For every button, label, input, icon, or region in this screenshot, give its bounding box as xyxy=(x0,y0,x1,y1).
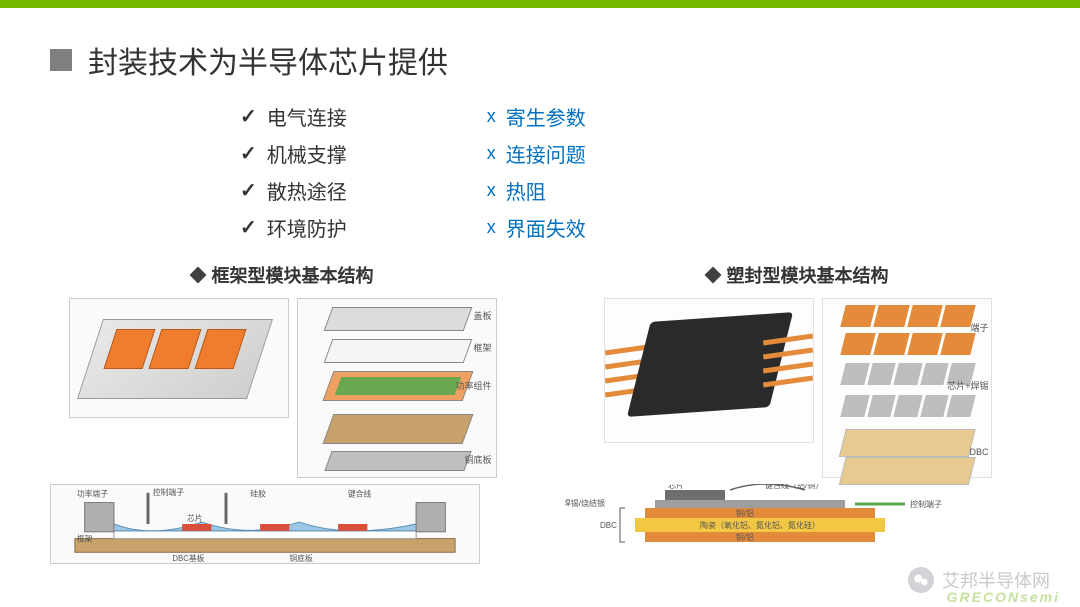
drawbacks-list: x 寄生参数 x 连接问题 x 热阻 x 界面失效 xyxy=(487,102,586,242)
chip-solder-label: 芯片+焊锡 xyxy=(947,379,988,392)
slide-title: 封装技术为半导体芯片提供 xyxy=(88,38,448,82)
cover-label: 盖板 xyxy=(473,309,491,322)
title-row: 封装技术为半导体芯片提供 xyxy=(50,38,1030,82)
subheading-row: 框架型模块基本结构 xyxy=(50,262,515,288)
diamond-bullet-icon xyxy=(189,267,206,284)
mold-module-column: 塑封型模块基本结构 端子 芯片+焊锡 DBC xyxy=(565,262,1030,564)
drawback-label: 热阻 xyxy=(506,176,546,205)
x-icon: x xyxy=(487,106,496,127)
drawback-label: 界面失效 xyxy=(506,213,586,242)
baseplate-layer xyxy=(324,451,471,471)
title-bullet-icon xyxy=(50,49,72,71)
frame-figures: 盖板 框架 功率组件 铜底板 xyxy=(50,298,515,478)
x-icon: x xyxy=(487,217,496,238)
baseplate-label: 铜底板 xyxy=(464,453,491,466)
mold-module-exploded: 端子 芯片+焊锡 DBC xyxy=(822,298,992,478)
list-item: x 界面失效 xyxy=(487,213,586,242)
pcb-shape xyxy=(334,377,461,395)
stack-solder-label: 焊锡/烧结银 xyxy=(565,498,605,508)
slide: 封装技术为半导体芯片提供 ✓ 电气连接 ✓ 机械支撑 ✓ 散热途径 ✓ 环境防护… xyxy=(0,0,1080,607)
mold-module-3d xyxy=(604,298,814,443)
subheading-row: 塑封型模块基本结构 xyxy=(565,262,1030,288)
brand-logo-text: GRECONsemi xyxy=(947,589,1060,605)
list-item: ✓ 环境防护 xyxy=(240,213,347,242)
stack-ceramic: 陶瓷（氧化铝、氮化铝、氮化硅） xyxy=(700,520,820,530)
stack-chip-label: 芯片 xyxy=(668,484,684,490)
frame-label: 框架 xyxy=(473,341,491,354)
power-terminal-label: 功率端子 xyxy=(77,489,108,499)
frame-module-3d xyxy=(69,298,289,418)
bondwire-label: 键合线 xyxy=(348,489,372,499)
benefit-label: 散热途径 xyxy=(267,176,347,205)
list-item: ✓ 机械支撑 xyxy=(240,139,347,168)
list-item: x 寄生参数 xyxy=(487,102,586,131)
dbc-layer xyxy=(322,414,473,444)
x-icon: x xyxy=(487,143,496,164)
feature-lists: ✓ 电气连接 ✓ 机械支撑 ✓ 散热途径 ✓ 环境防护 x 寄生参数 x xyxy=(240,102,1030,242)
list-item: x 热阻 xyxy=(487,176,586,205)
frame-subtitle: 框架型模块基本结构 xyxy=(212,262,374,288)
diamond-bullet-icon xyxy=(704,267,721,284)
stack-cu-bot: 铜/铝 xyxy=(736,532,754,542)
drawback-label: 寄生参数 xyxy=(506,102,586,131)
list-item: x 连接问题 xyxy=(487,139,586,168)
mold-subtitle: 塑封型模块基本结构 xyxy=(727,262,889,288)
list-item: ✓ 电气连接 xyxy=(240,102,347,131)
cover-layer xyxy=(323,307,472,331)
check-icon: ✓ xyxy=(240,178,257,203)
silicone-label: 硅胶 xyxy=(250,489,266,499)
benefit-label: 环境防护 xyxy=(267,213,347,242)
stack-ctrl-label: 控制端子 xyxy=(910,499,942,509)
check-icon: ✓ xyxy=(240,141,257,166)
cu-baseplate-label: 铜底板 xyxy=(289,553,313,563)
benefits-list: ✓ 电气连接 ✓ 机械支撑 ✓ 散热途径 ✓ 环境防护 xyxy=(240,102,347,242)
list-item: ✓ 散热途径 xyxy=(240,176,347,205)
check-icon: ✓ xyxy=(240,104,257,129)
stack-bondwire-label: 键合线（铝/铜） xyxy=(765,484,823,490)
diagrams-row: 框架型模块基本结构 盖板 框架 xyxy=(50,262,1030,564)
mold-stack-svg: 芯片 键合线（铝/铜） 焊锡/烧结银 控制端子 铜/铝 陶瓷（氧化铝、氮化铝、氮… xyxy=(565,484,955,554)
mold-figures: 端子 芯片+焊锡 DBC xyxy=(565,298,1030,478)
benefit-label: 电气连接 xyxy=(267,102,347,131)
cross-section-svg: 功率端子 控制端子 硅胶 键合线 芯片 框架 DBC基板 铜底板 xyxy=(51,485,479,563)
frame-layer xyxy=(323,339,472,363)
stack-cu-top: 铜/铝 xyxy=(736,508,754,518)
module-chips-shape xyxy=(103,329,246,369)
dbc-exp-label: DBC xyxy=(969,447,988,457)
frame-3d-and-cross xyxy=(69,298,289,478)
frame-module-exploded: 盖板 框架 功率组件 铜底板 xyxy=(297,298,497,478)
power-assembly-label: 功率组件 xyxy=(455,379,491,392)
chip-label: 芯片 xyxy=(187,513,203,523)
frame-module-cross-section: 功率端子 控制端子 硅胶 键合线 芯片 框架 DBC基板 铜底板 xyxy=(50,484,480,564)
mold-module-stack: 芯片 键合线（铝/铜） 焊锡/烧结银 控制端子 铜/铝 陶瓷（氧化铝、氮化铝、氮… xyxy=(565,484,955,554)
dbc-label: DBC基板 xyxy=(172,553,204,563)
mold-body-shape xyxy=(626,312,792,417)
wechat-icon xyxy=(908,567,934,593)
stack-dbc-brace: DBC xyxy=(600,521,617,530)
benefit-label: 机械支撑 xyxy=(267,139,347,168)
frame-module-column: 框架型模块基本结构 盖板 框架 xyxy=(50,262,515,564)
check-icon: ✓ xyxy=(240,215,257,240)
x-icon: x xyxy=(487,180,496,201)
drawback-label: 连接问题 xyxy=(506,139,586,168)
terminal-label: 端子 xyxy=(970,321,988,334)
control-terminal-label: 控制端子 xyxy=(153,487,184,497)
frame-side-label: 框架 xyxy=(77,534,93,544)
